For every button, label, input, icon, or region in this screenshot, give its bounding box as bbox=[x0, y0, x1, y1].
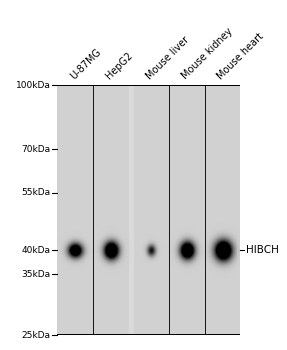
Text: 70kDa: 70kDa bbox=[21, 145, 51, 154]
Text: HIBCH: HIBCH bbox=[246, 245, 279, 255]
Text: 40kDa: 40kDa bbox=[22, 246, 51, 255]
Text: 35kDa: 35kDa bbox=[21, 270, 51, 279]
Text: 55kDa: 55kDa bbox=[21, 188, 51, 197]
Text: Mouse heart: Mouse heart bbox=[215, 31, 265, 81]
Text: Mouse liver: Mouse liver bbox=[144, 34, 191, 81]
Text: Mouse kidney: Mouse kidney bbox=[180, 26, 234, 81]
Text: U-87MG: U-87MG bbox=[68, 46, 103, 81]
Text: 25kDa: 25kDa bbox=[22, 330, 51, 340]
Text: 100kDa: 100kDa bbox=[15, 80, 51, 90]
Text: HepG2: HepG2 bbox=[104, 50, 134, 81]
